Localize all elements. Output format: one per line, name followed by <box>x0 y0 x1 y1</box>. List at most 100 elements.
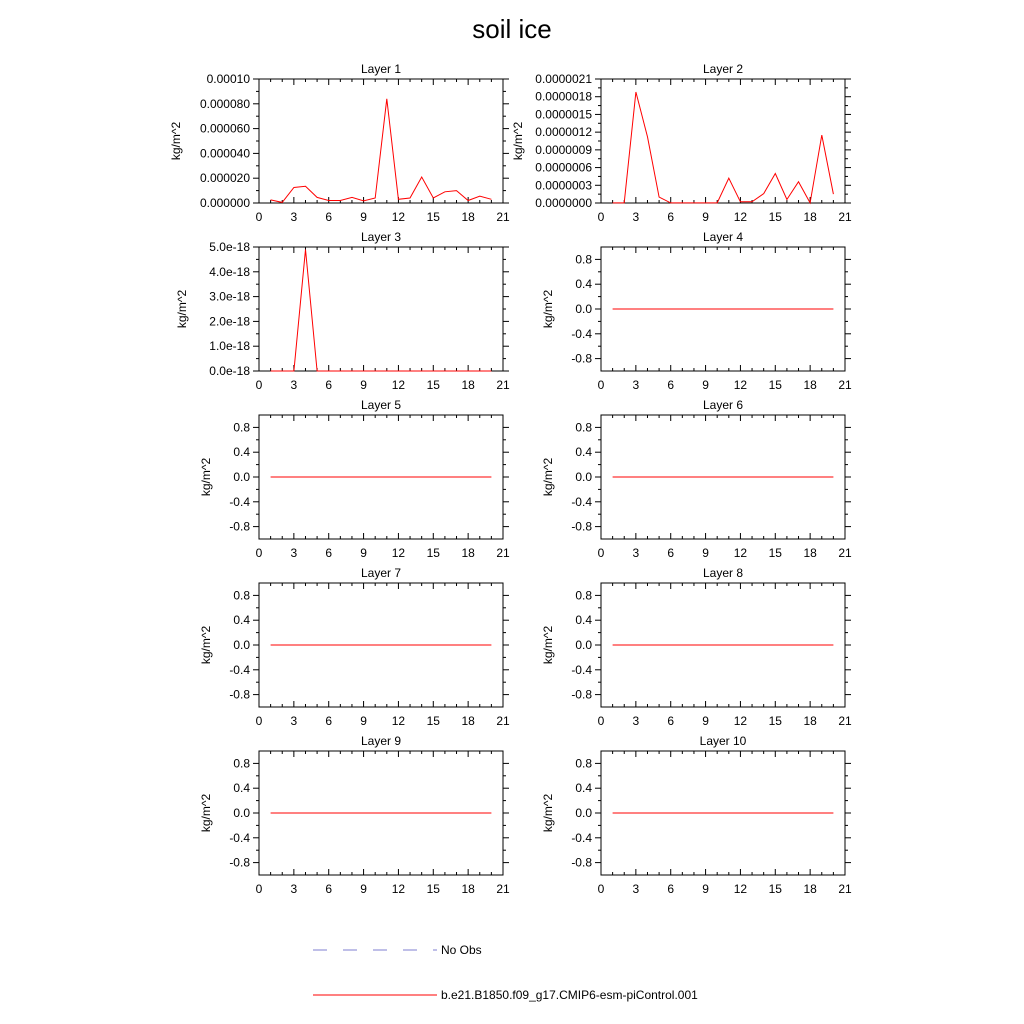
panel-8-data-point <box>740 644 742 646</box>
panel-1-data-point <box>305 185 307 187</box>
panel-3-data-point <box>328 370 330 372</box>
panel-2-data-point <box>821 134 823 136</box>
panel-9-data-point <box>340 812 342 814</box>
panel-2-data-point <box>623 202 625 204</box>
panel-4-xtick-label: 9 <box>702 378 709 392</box>
panel-9-data-point <box>398 812 400 814</box>
panel-6-ytick-label: -0.8 <box>571 520 592 534</box>
panel-3-data-point <box>293 370 295 372</box>
panel-2-data-point <box>647 136 649 138</box>
panel-5-xtick-label: 3 <box>291 546 298 560</box>
panel-2-xtick-label: 12 <box>734 210 748 224</box>
panel-3-data-point <box>281 370 283 372</box>
panel-3-xtick-label: 12 <box>392 378 406 392</box>
panel-7-data-point <box>386 644 388 646</box>
panel-3-xtick-label: 15 <box>427 378 441 392</box>
panel-2-data-point <box>798 181 800 183</box>
panel-6-xtick-label: 18 <box>803 546 817 560</box>
panel-2-ytick-label: 0.0000003 <box>535 178 592 192</box>
panel-9-ytick-label: 0.0 <box>233 806 250 820</box>
panel-10-data-point <box>821 812 823 814</box>
panel-8-data-point <box>751 644 753 646</box>
panel-8-data-point <box>798 644 800 646</box>
panel-8-data-point <box>728 644 730 646</box>
panel-3-xtick-label: 3 <box>291 378 298 392</box>
panel-9-data-point <box>386 812 388 814</box>
panel-6-xtick-label: 12 <box>734 546 748 560</box>
panel-9-xtick-label: 15 <box>427 882 441 896</box>
panel-2-ytick-label: 0.0000012 <box>535 125 592 139</box>
panel-3-data-point <box>374 370 376 372</box>
panel-4-data-point <box>740 308 742 310</box>
panel-8-ytick-label: -0.4 <box>571 663 592 677</box>
panel-4-data-point <box>763 308 765 310</box>
panel-4-ylabel: kg/m^2 <box>541 290 555 329</box>
panel-7-data-point <box>456 644 458 646</box>
panel-10-data-point <box>682 812 684 814</box>
panel-6-data-point <box>705 476 707 478</box>
panel-6-data-point <box>763 476 765 478</box>
panel-5-xtick-label: 21 <box>496 546 510 560</box>
panel-2-data-point <box>682 202 684 204</box>
panel-9-ylabel: kg/m^2 <box>199 794 213 833</box>
panel-7-ytick-label: 0.4 <box>233 613 250 627</box>
panel-10-data-point <box>612 812 614 814</box>
panel-6-data-point <box>693 476 695 478</box>
panel-4-data-point <box>751 308 753 310</box>
panel-10-data-point <box>705 812 707 814</box>
figure-title: soil ice <box>472 14 552 44</box>
panel-8-data-point <box>647 644 649 646</box>
panel-4-data-point <box>647 308 649 310</box>
panel-5-ytick-label: 0.0 <box>233 470 250 484</box>
panel-4-data-point <box>705 308 707 310</box>
panel-1-xtick-label: 0 <box>256 210 263 224</box>
panel-2-xtick-label: 9 <box>702 210 709 224</box>
panel-1-xtick-label: 21 <box>496 210 510 224</box>
panel-6-title: Layer 6 <box>703 398 743 412</box>
panel-2-ytick-label: 0.0000000 <box>535 196 592 210</box>
panel-9-data-point <box>270 812 272 814</box>
panel-10-data-point <box>716 812 718 814</box>
panel-5-data-point <box>456 476 458 478</box>
panel-5-data-point <box>305 476 307 478</box>
panel-3-data-point <box>491 370 493 372</box>
panel-8-data-point <box>612 644 614 646</box>
panel-1-xtick-label: 18 <box>461 210 475 224</box>
panel-5-xtick-label: 6 <box>325 546 332 560</box>
panel-6-xtick-label: 15 <box>769 546 783 560</box>
panel-5-data-point <box>479 476 481 478</box>
panel-1-data-point <box>479 195 481 197</box>
panel-7-data-point <box>374 644 376 646</box>
panel-2-ytick-label: 0.0000015 <box>535 107 592 121</box>
panel-4-xtick-label: 15 <box>769 378 783 392</box>
panel-10-data-point <box>670 812 672 814</box>
panel-1-ytick-label: 0.000040 <box>200 146 250 160</box>
panel-10-xtick-label: 12 <box>734 882 748 896</box>
panel-3-xtick-label: 9 <box>360 378 367 392</box>
panel-2-ytick-label: 0.0000009 <box>535 143 592 157</box>
panel-3-title: Layer 3 <box>361 230 401 244</box>
panel-6-ytick-label: 0.0 <box>575 470 592 484</box>
panel-10-data-point <box>786 812 788 814</box>
panel-7-data-point <box>270 644 272 646</box>
panel-9-xtick-label: 6 <box>325 882 332 896</box>
panel-10-data-point <box>798 812 800 814</box>
panel-5-data-point <box>491 476 493 478</box>
panel-7-data-point <box>432 644 434 646</box>
panel-9-ytick-label: -0.8 <box>229 856 250 870</box>
panel-2-data-point <box>716 202 718 204</box>
panel-5-data-point <box>386 476 388 478</box>
panel-2-data-point <box>612 202 614 204</box>
panel-1-ytick-label: 0.000060 <box>200 122 250 136</box>
panel-9-xtick-label: 12 <box>392 882 406 896</box>
panel-3-ylabel: kg/m^2 <box>175 290 189 329</box>
panel-9-data-point <box>467 812 469 814</box>
panel-3-data-point <box>456 370 458 372</box>
panel-4-ytick-label: -0.4 <box>571 327 592 341</box>
panel-6-data-point <box>786 476 788 478</box>
panel-8-data-point <box>635 644 637 646</box>
panel-7-data-point <box>281 644 283 646</box>
panel-9-data-point <box>351 812 353 814</box>
panel-1-ylabel: kg/m^2 <box>169 122 183 161</box>
panel-1-data-point <box>351 197 353 199</box>
